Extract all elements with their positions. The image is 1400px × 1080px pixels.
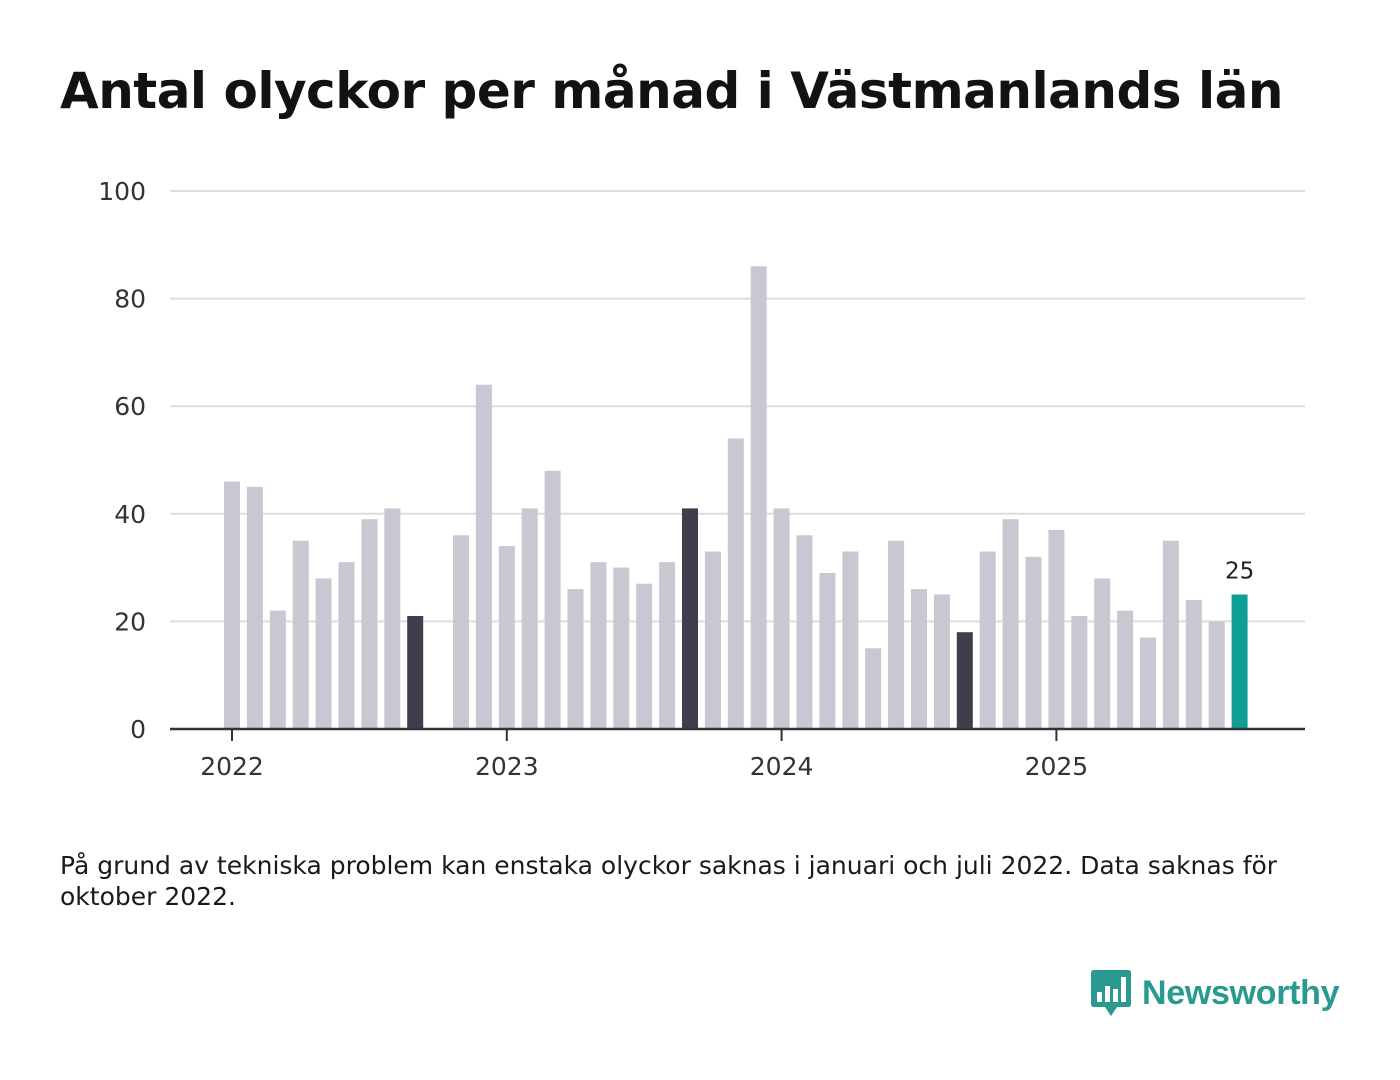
- bar-2024-02: [796, 535, 813, 729]
- bar-2023-03: [544, 470, 561, 729]
- bar-2023-05: [590, 562, 607, 729]
- bar-2024-08: [933, 594, 950, 729]
- bar-2024-12: [1025, 556, 1042, 729]
- bar-2025-04: [1117, 610, 1134, 729]
- x-tick-label: 2025: [1025, 752, 1089, 781]
- x-tick-label: 2024: [750, 752, 814, 781]
- bar-2023-11: [727, 438, 744, 729]
- bar-chart-speech-bubble-icon: [1091, 970, 1131, 1016]
- bar-2024-07: [911, 589, 927, 729]
- bar-2022-12: [475, 384, 492, 729]
- bar-2022-04: [292, 540, 309, 729]
- bar-2025-01: [1048, 529, 1065, 729]
- bar-2024-04: [842, 551, 859, 729]
- bar-2024-06: [888, 540, 905, 729]
- bar-2024-01: [773, 508, 790, 729]
- y-tick-label: 60: [114, 392, 146, 421]
- x-tick-label: 2022: [200, 752, 264, 781]
- y-tick-label: 20: [114, 607, 146, 636]
- bar-2022-08: [384, 508, 401, 729]
- bar-2023-08: [659, 562, 676, 729]
- bar-2023-09: [682, 508, 698, 729]
- bar-2022-01: [224, 481, 240, 729]
- bar-2024-11: [1002, 519, 1019, 729]
- data-labels: 25: [1225, 559, 1254, 585]
- logo-wordmark: Newsworthy: [1142, 973, 1340, 1012]
- y-tick-label: 40: [114, 500, 146, 529]
- bar-2024-03: [819, 573, 836, 729]
- x-axis: 2022 2023 2024 2025: [170, 727, 1305, 781]
- bar-2022-05: [315, 578, 332, 729]
- newsworthy-logo: Newsworthy: [1090, 968, 1340, 1018]
- bar-2023-01: [498, 546, 515, 729]
- bar-2022-11: [453, 535, 469, 729]
- bar-2025-09: [1231, 594, 1248, 729]
- y-tick-label: 0: [130, 715, 146, 744]
- bar-2024-05: [865, 648, 882, 729]
- y-tick-label: 80: [114, 285, 146, 314]
- bar-2022-07: [361, 519, 378, 729]
- bar-2022-03: [269, 610, 286, 729]
- bar-2023-06: [613, 567, 630, 729]
- bar-2025-06: [1162, 540, 1179, 729]
- bar-2023-10: [704, 551, 721, 729]
- y-tick-label: 100: [98, 177, 146, 206]
- bar-2025-05: [1140, 637, 1156, 729]
- footnote: På grund av tekniska problem kan enstaka…: [60, 851, 1278, 911]
- bar-2023-04: [567, 589, 584, 729]
- bar-2025-08: [1208, 621, 1225, 729]
- bar-2023-12: [750, 266, 767, 729]
- bar-2025-07: [1185, 599, 1202, 729]
- data-label: 25: [1225, 559, 1254, 585]
- bar-2024-10: [979, 551, 996, 729]
- bar-2022-06: [338, 562, 355, 729]
- bar-2022-09: [407, 616, 424, 729]
- bars: [224, 266, 1248, 729]
- bar-chart: 0 20 40 60 80 100 2022 2023 2024 2025 25: [98, 177, 1305, 781]
- chart-title: Antal olyckor per månad i Västmanlands l…: [60, 62, 1283, 120]
- bar-2025-02: [1071, 616, 1088, 729]
- bar-2023-07: [636, 583, 653, 729]
- x-tick-label: 2023: [475, 752, 539, 781]
- bar-2025-03: [1094, 578, 1111, 729]
- bar-2022-02: [246, 486, 263, 729]
- bar-2023-02: [521, 508, 538, 729]
- bar-2024-09: [956, 632, 973, 729]
